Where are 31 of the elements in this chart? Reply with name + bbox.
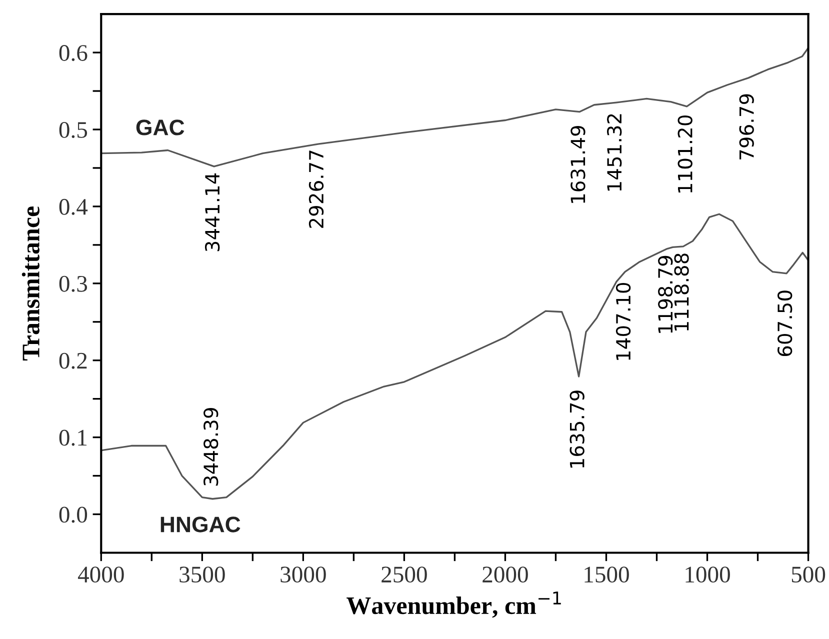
x-tick-label: 2500 bbox=[382, 566, 427, 583]
x-tick-label: 3000 bbox=[280, 566, 326, 583]
x-tick-label: 3500 bbox=[180, 566, 225, 583]
series-label: GAC bbox=[136, 120, 184, 136]
x-tick-label: 2000 bbox=[482, 566, 528, 583]
y-tick-label: 0.3 bbox=[59, 276, 88, 292]
series-label: HNGAC bbox=[160, 516, 240, 532]
y-tick-label: 0.5 bbox=[59, 122, 88, 138]
y-tick-label: 0.0 bbox=[59, 506, 88, 523]
y-tick-label: 0.1 bbox=[59, 430, 87, 446]
x-axis-title: Wavenumber, cm$^{−1}$ bbox=[346, 592, 561, 618]
annotation: 1631.49 bbox=[570, 126, 586, 203]
y-tick-label: 0.4 bbox=[59, 198, 88, 215]
annotation: 3448.39 bbox=[204, 408, 218, 486]
annotation: 796.79 bbox=[739, 94, 754, 160]
annotation: 1451.32 bbox=[607, 114, 622, 191]
y-axis-title: Transmittance bbox=[22, 206, 40, 361]
x-tick-label: 500 bbox=[792, 566, 826, 583]
annotation: 1118.88 bbox=[674, 254, 689, 331]
annotation: 2926.77 bbox=[308, 150, 324, 228]
x-tick-label: 1000 bbox=[686, 566, 730, 583]
annotation: 3441.14 bbox=[204, 173, 220, 252]
x-tick-label: 4000 bbox=[78, 566, 124, 583]
annotation: 1407.10 bbox=[616, 282, 631, 360]
annotation: 1198.79 bbox=[658, 256, 673, 333]
y-tick-label: 0.2 bbox=[59, 352, 87, 369]
y-tick-label: 0.6 bbox=[59, 45, 88, 62]
annotation: 1101.20 bbox=[678, 115, 692, 192]
annotation: 1635.79 bbox=[570, 390, 584, 468]
x-tick-label: 1500 bbox=[584, 566, 629, 583]
annotation: 607.50 bbox=[777, 290, 792, 356]
